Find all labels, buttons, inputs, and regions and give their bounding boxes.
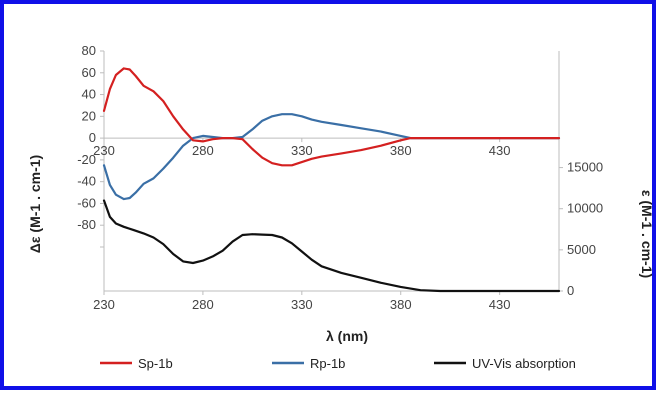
legend-label: Rp-1b	[310, 356, 345, 371]
right-y-tick-label: 0	[567, 283, 574, 298]
uv-x-tick-label: 330	[291, 297, 313, 312]
left-y-tick-label: -80	[77, 217, 96, 232]
axes-layer	[100, 50, 563, 295]
left-y-tick-label: 60	[82, 65, 96, 80]
cd-x-tick-label: 230	[93, 143, 115, 158]
tick-layer: 80 60 40 20 0 -20 -40 -60 -80 0 5000 10000 15000 230 2…	[77, 43, 603, 312]
legend: Sp-1b Rp-1b UV-Vis absorption	[100, 356, 576, 371]
uv-x-tick-label: 230	[93, 297, 115, 312]
left-y-tick-label: 40	[82, 87, 96, 102]
right-y-tick-label: 5000	[567, 242, 596, 257]
left-y-tick-label: 20	[82, 108, 96, 123]
series-line-sp-1b	[102, 67, 561, 167]
uv-x-tick-label: 430	[489, 297, 511, 312]
chart: 80 60 40 20 0 -20 -40 -60 -80 0 5000 10000 15000 230 2…	[27, 43, 655, 371]
x-axis-title: λ (nm)	[326, 328, 368, 344]
cd-x-tick-label: 280	[192, 143, 214, 158]
uv-x-tick-label: 380	[390, 297, 412, 312]
left-y-tick-label: 80	[82, 43, 96, 58]
legend-label: UV-Vis absorption	[472, 356, 576, 371]
cd-x-tick-label: 330	[291, 143, 313, 158]
legend-label: Sp-1b	[138, 356, 173, 371]
right-y-tick-label: 10000	[567, 201, 603, 216]
uv-x-tick-label: 280	[192, 297, 214, 312]
cd-x-tick-label: 380	[390, 143, 412, 158]
left-y-tick-label: -20	[77, 152, 96, 167]
series-layer	[102, 67, 561, 293]
left-y-axis-title: Δε (M-1 . cm-1)	[27, 155, 43, 253]
left-y-tick-label: 0	[89, 130, 96, 145]
series-line-uv-vis	[102, 199, 561, 293]
left-y-tick-label: -40	[77, 174, 96, 189]
right-y-axis-title: ε (M-1 . cm-1)	[639, 190, 655, 278]
cd-x-tick-label: 430	[489, 143, 511, 158]
series-line-rp-1b	[102, 113, 561, 201]
right-y-tick-label: 15000	[567, 160, 603, 175]
left-y-tick-label: -60	[77, 195, 96, 210]
